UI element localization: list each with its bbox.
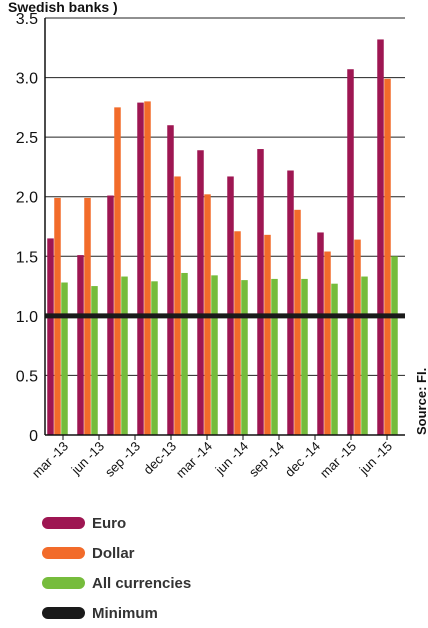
y-tick-label: 0.5 — [16, 368, 38, 385]
x-tick-label: jun -15 — [356, 439, 395, 478]
bar-all-currencies — [271, 278, 278, 435]
legend-swatch-all-currencies — [42, 577, 85, 589]
y-tick-label: 3.0 — [16, 71, 38, 88]
legend-item-minimum: Minimum — [42, 598, 191, 628]
bar-euro — [287, 170, 294, 435]
y-tick-label: 1.5 — [16, 249, 38, 266]
bar-euro — [47, 238, 54, 435]
y-tick-label: 0 — [29, 428, 38, 445]
bar-dollar — [294, 209, 301, 435]
x-tick-label: jun -14 — [212, 439, 251, 478]
bar-dollar — [174, 176, 181, 435]
y-tick-label: 2.0 — [16, 190, 38, 207]
bar-euro — [137, 102, 144, 435]
x-tick-label: sep -13 — [102, 439, 143, 480]
chart-title: Swedish banks ) — [8, 0, 118, 15]
bar-dollar — [354, 239, 361, 435]
bar-all-currencies — [361, 276, 368, 435]
bar-all-currencies — [301, 278, 308, 435]
x-tick-label: jun -13 — [68, 439, 107, 478]
bar-all-currencies — [331, 283, 338, 435]
bar-dollar — [384, 78, 391, 436]
legend-item-dollar: Dollar — [42, 538, 191, 568]
legend: Euro Dollar All currencies Minimum — [42, 508, 191, 628]
legend-label-euro: Euro — [92, 514, 127, 532]
bar-euro — [197, 150, 204, 435]
y-tick-label: 3.5 — [16, 11, 38, 28]
bar-all-currencies — [211, 275, 218, 435]
legend-label-dollar: Dollar — [92, 544, 135, 562]
bar-euro — [167, 125, 174, 435]
legend-item-all-currencies: All currencies — [42, 568, 191, 598]
bar-euro — [77, 255, 84, 435]
bar-dollar — [264, 234, 271, 435]
legend-label-minimum: Minimum — [92, 604, 158, 622]
bar-all-currencies — [121, 276, 128, 435]
bar-euro — [227, 176, 234, 435]
y-tick-labels: 0 0.5 1.0 1.5 2.0 2.5 3.0 3.5 — [16, 11, 38, 445]
x-tick-label: mar -15 — [317, 439, 359, 481]
bar-all-currencies — [151, 281, 158, 435]
bar-euro — [347, 69, 354, 435]
x-tick-label: sep -14 — [246, 439, 287, 480]
legend-label-all-currencies: All currencies — [92, 574, 192, 592]
axes — [44, 18, 405, 440]
bar-dollar — [234, 231, 241, 435]
bar-all-currencies — [61, 282, 68, 435]
bar-dollar — [144, 101, 151, 436]
bar-euro — [317, 232, 324, 435]
legend-swatch-dollar — [42, 547, 85, 559]
bar-dollar — [324, 251, 331, 435]
bar-dollar — [114, 107, 121, 435]
source-label: Source: FI. — [414, 368, 428, 435]
bar-euro — [377, 39, 384, 436]
bar-all-currencies — [181, 272, 188, 435]
bar-all-currencies — [241, 280, 248, 435]
y-tick-label: 1.0 — [16, 309, 38, 326]
legend-item-euro: Euro — [42, 508, 191, 538]
bar-all-currencies — [91, 286, 98, 435]
y-tick-label: 2.5 — [16, 130, 38, 147]
bar-euro — [257, 149, 264, 436]
bar-all-currencies — [391, 256, 398, 435]
legend-swatch-minimum — [42, 607, 85, 619]
x-tick-label: mar -14 — [173, 439, 215, 481]
legend-swatch-euro — [42, 517, 85, 529]
x-tick-label: dec -14 — [282, 439, 323, 480]
